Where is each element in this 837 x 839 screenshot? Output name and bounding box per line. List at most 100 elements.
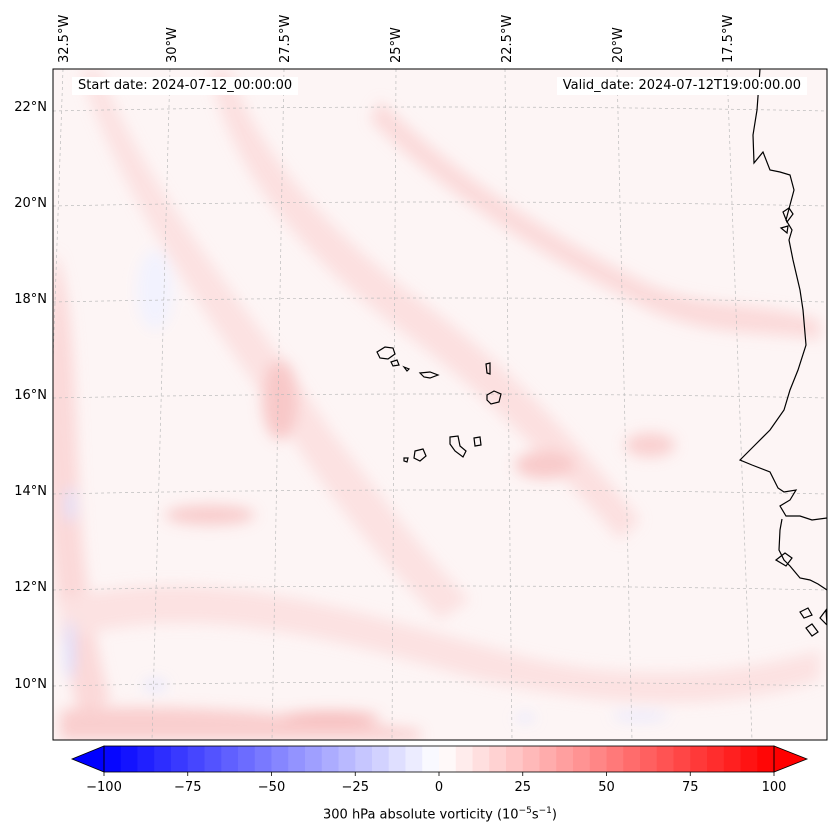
vorticity-blob bbox=[280, 711, 380, 725]
vorticity-blob bbox=[165, 505, 255, 525]
colorbar-segment bbox=[154, 746, 172, 772]
colorbar-segment bbox=[673, 746, 691, 772]
colorbar-segment bbox=[640, 746, 658, 772]
colorbar-tick-label: −75 bbox=[174, 780, 201, 795]
latitude-labels: 22°N 20°N 18°N 16°N 14°N 12°N 10°N bbox=[14, 100, 47, 692]
map-frame bbox=[52, 68, 828, 741]
colorbar-ticks: −100 −75 −50 −25 0 25 50 75 100 bbox=[86, 772, 786, 795]
lon-label: 22.5°W bbox=[500, 15, 515, 63]
colorbar-segment bbox=[589, 746, 607, 772]
colorbar-segment bbox=[204, 746, 222, 772]
colorbar-segment bbox=[221, 746, 239, 772]
vorticity-blob bbox=[65, 620, 75, 680]
island-maio bbox=[473, 436, 482, 447]
colorbar-segment bbox=[757, 746, 775, 772]
longitude-labels: 32.5°W 30°W 27.5°W 25°W 22.5°W 20°W 17.5… bbox=[57, 15, 736, 63]
colorbar-segment bbox=[372, 746, 390, 772]
colorbar-segment bbox=[472, 746, 490, 772]
vorticity-blob bbox=[515, 451, 575, 479]
lon-label: 32.5°W bbox=[57, 15, 72, 63]
colorbar-tick-label: 75 bbox=[682, 780, 699, 795]
lon-label: 27.5°W bbox=[278, 15, 293, 63]
colorbar-segment bbox=[405, 746, 423, 772]
colorbar-extend-min bbox=[70, 745, 105, 773]
vorticity-blob bbox=[143, 680, 167, 690]
island-sao-vicente bbox=[390, 359, 400, 367]
colorbar-segment bbox=[120, 746, 138, 772]
colorbar-tick-label: −25 bbox=[342, 780, 369, 795]
vorticity-blob bbox=[612, 712, 668, 720]
colorbar-segment bbox=[707, 746, 725, 772]
lon-label: 20°W bbox=[611, 27, 626, 63]
colorbar-tick-label: 0 bbox=[435, 780, 443, 795]
vorticity-blob bbox=[515, 714, 535, 722]
colorbar-segment bbox=[271, 746, 289, 772]
colorbar-label-prefix: 300 hPa absolute vorticity (10 bbox=[323, 807, 519, 823]
vorticity-band bbox=[370, 100, 820, 340]
map-panel bbox=[52, 68, 828, 741]
colorbar-label-exp2: −1 bbox=[538, 806, 552, 816]
colorbar-segment bbox=[690, 746, 708, 772]
colorbar-tick-label: −100 bbox=[86, 780, 122, 795]
lat-label: 20°N bbox=[14, 196, 47, 211]
colorbar-segment bbox=[187, 746, 205, 772]
island-fogo bbox=[413, 448, 427, 462]
island-sao-nicolau bbox=[418, 371, 440, 379]
lat-label: 18°N bbox=[14, 292, 47, 307]
lon-label: 30°W bbox=[165, 27, 180, 63]
lat-label: 22°N bbox=[14, 100, 47, 115]
colorbar-segment bbox=[238, 746, 256, 772]
colorbar-tick-label: −50 bbox=[258, 780, 285, 795]
cabo-verde-islands bbox=[376, 346, 502, 463]
lat-label: 16°N bbox=[14, 388, 47, 403]
gridlines bbox=[53, 69, 827, 740]
colorbar-segment bbox=[422, 746, 440, 772]
colorbar-segment bbox=[338, 746, 356, 772]
colorbar-label-mid: s bbox=[531, 807, 539, 823]
island-santo-antao bbox=[376, 346, 396, 360]
lat-label: 12°N bbox=[14, 580, 47, 595]
colorbar-segment bbox=[104, 746, 122, 772]
colorbar-segment bbox=[506, 746, 524, 772]
colorbar-label-suffix: ) bbox=[551, 807, 557, 823]
lon-label: 25°W bbox=[389, 27, 404, 63]
colorbar-segments bbox=[104, 746, 775, 772]
vorticity-blob bbox=[262, 360, 298, 440]
island-santiago bbox=[449, 435, 467, 458]
colorbar-segment bbox=[439, 746, 457, 772]
vorticity-band bbox=[60, 585, 820, 704]
vorticity-band bbox=[80, 70, 470, 620]
island-boa-vista bbox=[486, 390, 502, 405]
lat-label: 14°N bbox=[14, 484, 47, 499]
colorbar-segment bbox=[656, 746, 674, 772]
colorbar-segment bbox=[254, 746, 272, 772]
colorbar-segment bbox=[573, 746, 591, 772]
valid-date-label: Valid_date: 2024-07-12T19:00:00.00 bbox=[556, 77, 807, 95]
colorbar-segment bbox=[305, 746, 323, 772]
colorbar-label-exp1: −5 bbox=[518, 806, 532, 816]
island-brava bbox=[403, 457, 409, 463]
colorbar-extend-max bbox=[773, 745, 809, 773]
colorbar-segment bbox=[623, 746, 641, 772]
colorbar-segment bbox=[288, 746, 306, 772]
vorticity-blob bbox=[65, 487, 75, 523]
colorbar-segment bbox=[137, 746, 155, 772]
colorbar-segment bbox=[355, 746, 373, 772]
vorticity-field bbox=[53, 69, 827, 740]
colorbar: −100 −75 −50 −25 0 25 50 75 100 bbox=[70, 745, 809, 795]
lon-label: 17.5°W bbox=[721, 15, 736, 63]
colorbar-label: 300 hPa absolute vorticity (10−5s−1) bbox=[0, 806, 837, 822]
colorbar-segment bbox=[321, 746, 339, 772]
vorticity-band bbox=[60, 707, 420, 740]
vorticity-blob bbox=[625, 433, 675, 457]
colorbar-segment bbox=[556, 746, 574, 772]
start-date-label: Start date: 2024-07-12_00:00:00 bbox=[72, 77, 299, 95]
vorticity-blob bbox=[137, 250, 173, 330]
colorbar-segment bbox=[723, 746, 741, 772]
colorbar-segment bbox=[740, 746, 758, 772]
colorbar-segment bbox=[388, 746, 406, 772]
colorbar-tick-label: 50 bbox=[598, 780, 615, 795]
colorbar-segment bbox=[606, 746, 624, 772]
colorbar-tick-label: 25 bbox=[514, 780, 531, 795]
